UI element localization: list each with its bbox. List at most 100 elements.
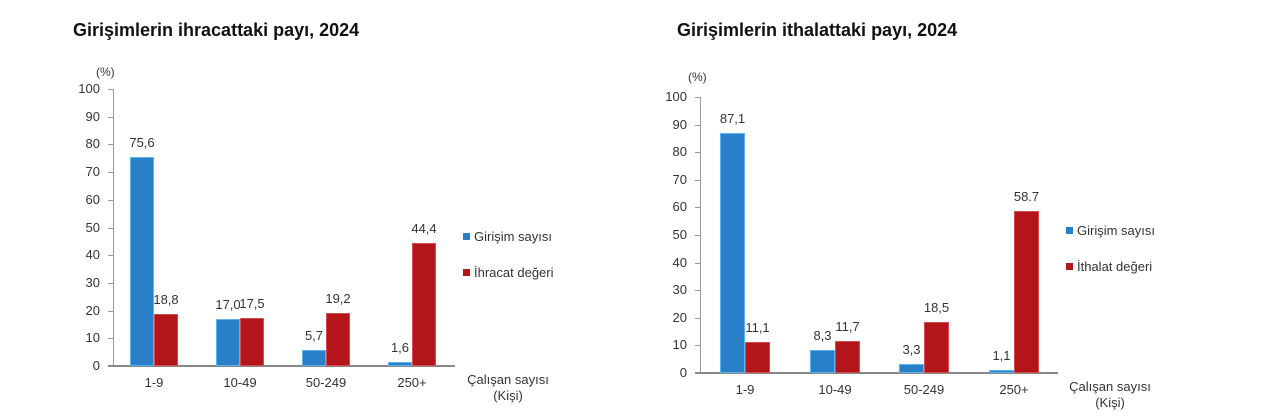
- y-tick-mark: [695, 290, 700, 292]
- bar-girisim-sayisi: [130, 156, 154, 366]
- y-tick-mark: [695, 124, 700, 126]
- legend-item-ihracat: İhracat değeri: [463, 263, 554, 281]
- legend-item-ithalat: İthalat değeri: [1066, 257, 1155, 275]
- export-share-chart: Girişimlerin ihracattaki payı, 2024 (%) …: [73, 20, 558, 404]
- x-tick-label: 250+: [397, 375, 427, 390]
- y-tick-mark: [108, 172, 113, 174]
- x-axis-line: [108, 365, 455, 367]
- y-tick-label: 100: [665, 89, 687, 104]
- legend-swatch-red-icon: [1066, 262, 1073, 270]
- y-tick-label: 40: [85, 247, 100, 263]
- legend-label: İthalat değeri: [1077, 258, 1153, 274]
- bar-deger: [154, 313, 178, 366]
- bar-value-label: 17,0: [215, 296, 241, 312]
- bar-value-label: 58.7: [1013, 188, 1040, 204]
- y-tick-label: 40: [672, 254, 687, 270]
- x-axis-title-line2: (Kişi): [493, 388, 523, 403]
- y-tick-label: 20: [672, 309, 687, 325]
- y-tick-label: 0: [679, 365, 687, 380]
- y-tick-mark: [108, 338, 113, 340]
- x-axis-line: [695, 372, 1058, 374]
- bar-girisim-sayisi: [720, 132, 745, 373]
- bar-value-label: 11,1: [745, 320, 770, 336]
- chart-title: Girişimlerin ihracattaki payı, 2024: [73, 20, 360, 40]
- y-tick-label: 60: [672, 199, 687, 215]
- bar-value-label: 1,6: [390, 339, 410, 355]
- bar-value-label: 18,8: [153, 291, 179, 307]
- y-tick-mark: [108, 227, 113, 229]
- y-axis-line: [113, 89, 114, 366]
- y-tick-mark: [695, 345, 700, 347]
- y-tick-label: 20: [85, 302, 100, 318]
- legend-label: Girişim sayısı: [1077, 222, 1155, 238]
- bar-girisim-sayisi: [989, 369, 1014, 373]
- bar-girisim-sayisi: [388, 361, 412, 366]
- x-axis-title: Çalışan sayısı (Kişi): [458, 372, 558, 404]
- x-axis-title: Çalışan sayısı (Kişi): [1060, 379, 1160, 411]
- y-tick-label: 30: [672, 282, 687, 298]
- bar-deger: [1014, 210, 1039, 373]
- legend-swatch-red-icon: [463, 268, 470, 276]
- bar-deger: [240, 317, 264, 366]
- y-tick-mark: [695, 207, 700, 209]
- y-tick-label: 80: [85, 136, 100, 152]
- bar-deger: [835, 340, 860, 373]
- bar-girisim-sayisi: [899, 363, 924, 373]
- y-tick-mark: [695, 317, 700, 319]
- x-tick-label: 10-49: [818, 382, 852, 397]
- chart-title: Girişimlerin ithalattaki payı, 2024: [677, 20, 958, 40]
- y-tick-label: 30: [85, 274, 100, 290]
- bar-deger: [412, 243, 436, 366]
- legend-label: İhracat değeri: [474, 264, 554, 280]
- y-tick-label: 100: [78, 81, 100, 96]
- bar-value-label: 87,1: [719, 110, 746, 126]
- legend-item-girisim: Girişim sayısı: [1066, 221, 1155, 239]
- bar-value-label: 44,4: [411, 221, 437, 236]
- legend-label: Girişim sayısı: [474, 228, 552, 244]
- chart-legend: Girişim sayısı İhracat değeri: [463, 227, 554, 299]
- y-tick-label: 0: [92, 358, 100, 373]
- y-tick-label: 90: [85, 108, 100, 124]
- y-tick-mark: [695, 235, 700, 236]
- y-tick-mark: [695, 179, 700, 181]
- x-tick-label: 50-249: [305, 375, 347, 390]
- y-axis-line: [700, 97, 701, 373]
- y-tick-label: 10: [85, 330, 100, 346]
- bar-value-label: 1,1: [992, 347, 1011, 363]
- bar-girisim-sayisi: [810, 350, 835, 373]
- y-tick-mark: [108, 310, 113, 312]
- y-tick-label: 80: [672, 144, 687, 160]
- bar-girisim-sayisi: [302, 350, 326, 366]
- y-axis-unit: (%): [688, 70, 707, 84]
- y-tick-label: 70: [85, 164, 100, 180]
- bar-deger: [745, 342, 770, 373]
- x-tick-label: 10-49: [223, 375, 257, 390]
- x-axis-title-line1: Çalışan sayısı: [1069, 379, 1151, 394]
- y-tick-label: 60: [85, 191, 100, 207]
- chart-legend: Girişim sayısı İthalat değeri: [1066, 221, 1155, 293]
- bar-value-label: 5,7: [304, 328, 324, 344]
- legend-swatch-blue-icon: [463, 232, 470, 240]
- legend-item-girisim: Girişim sayısı: [463, 227, 554, 245]
- y-tick-label: 70: [672, 171, 687, 187]
- y-axis-unit: (%): [96, 65, 115, 79]
- y-tick-label: 50: [672, 227, 687, 242]
- x-tick-label: 1-9: [144, 375, 164, 390]
- x-axis-title-line2: (Kişi): [1095, 395, 1125, 410]
- y-tick-mark: [108, 255, 113, 257]
- y-tick-mark: [108, 199, 113, 201]
- y-tick-label: 90: [672, 116, 687, 132]
- y-tick-label: 10: [672, 337, 687, 353]
- bar-value-label: 19,2: [325, 290, 351, 306]
- y-tick-mark: [695, 152, 700, 154]
- bar-value-label: 3,3: [902, 341, 921, 357]
- x-tick-label: 250+: [999, 382, 1029, 397]
- x-axis-title-line1: Çalışan sayısı: [467, 372, 549, 387]
- y-tick-mark: [695, 262, 700, 264]
- bar-value-label: 8,3: [813, 328, 832, 344]
- bar-value-label: 18,5: [923, 299, 950, 315]
- y-tick-mark: [108, 89, 113, 90]
- y-tick-mark: [108, 116, 113, 118]
- bar-value-label: 17,5: [239, 295, 265, 311]
